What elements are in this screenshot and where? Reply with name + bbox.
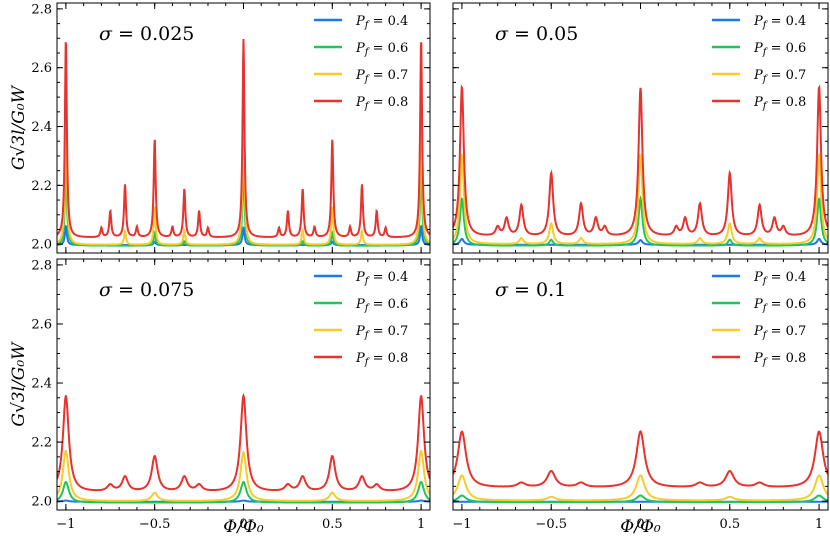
- x-tick-label: 0: [636, 517, 644, 532]
- y-tick-label: 2.8: [31, 2, 52, 17]
- series-line-08: [57, 392, 430, 492]
- legend-label: Pf = 0.6: [355, 297, 408, 314]
- panel-top-left: 2.0 2.2 2.4 2.6 2.8 σ = 0.025 Pf = 0.4 Pf = 0.6…: [9, 2, 431, 254]
- legend-label: Pf = 0.4: [355, 270, 408, 287]
- x-tick-label: −1: [56, 517, 75, 532]
- plot-area: [453, 430, 828, 503]
- y-tick-label: 2.8: [31, 258, 52, 273]
- series-line-07: [57, 449, 430, 502]
- y-tick-label: 2.2: [31, 179, 52, 194]
- series-line-07: [453, 474, 828, 502]
- panel-bottom-left: −1 −0.5 0 0.5 1 2.0 2.2 2.4 2.6 2.8 σ = 0.075 Pf = …: [9, 258, 431, 537]
- x-tick-label: 0.5: [322, 517, 343, 532]
- sigma-annotation: σ = 0.1: [495, 279, 566, 301]
- legend-label: Pf = 0.8: [355, 351, 408, 368]
- x-tick-label: 0: [239, 517, 247, 532]
- legend-label: Pf = 0.8: [355, 95, 408, 112]
- legend-label: Pf = 0.6: [753, 41, 806, 58]
- legend: Pf = 0.4 Pf = 0.6 Pf = 0.7 Pf = 0.8: [712, 14, 806, 112]
- legend-label: Pf = 0.7: [753, 68, 806, 85]
- legend-label: Pf = 0.8: [753, 351, 806, 368]
- x-tick-label: 1: [815, 517, 823, 532]
- y-tick-label: 2.4: [31, 377, 52, 392]
- x-tick-label: −1: [452, 517, 471, 532]
- legend-label: Pf = 0.7: [753, 324, 806, 341]
- y-tick-label: 2.6: [31, 61, 52, 76]
- legend-label: Pf = 0.8: [753, 95, 806, 112]
- panel-top-right: σ = 0.05 Pf = 0.4 Pf = 0.6 Pf = 0.7 Pf = 0.8: [452, 2, 829, 254]
- series-line-08: [453, 84, 828, 236]
- plot-area: [453, 84, 828, 247]
- x-tick-label: 0.5: [719, 517, 740, 532]
- legend: Pf = 0.4 Pf = 0.6 Pf = 0.7 Pf = 0.8: [314, 270, 408, 368]
- y-tick-label: 2.2: [31, 436, 52, 451]
- legend-label: Pf = 0.6: [355, 41, 408, 58]
- series-line-06: [453, 194, 828, 247]
- y-tick-label: 2.4: [31, 120, 52, 135]
- legend-label: Pf = 0.7: [355, 324, 408, 341]
- y-tick-label: 2.0: [31, 495, 52, 510]
- series-line-08: [57, 38, 430, 238]
- plot-area: [57, 392, 430, 504]
- y-tick-label: 2.0: [31, 238, 52, 253]
- x-tick-label: 1: [417, 517, 425, 532]
- legend: Pf = 0.4 Pf = 0.6 Pf = 0.7 Pf = 0.8: [712, 270, 806, 368]
- legend-label: Pf = 0.6: [753, 297, 806, 314]
- panel-bottom-right: −1 −0.5 0 0.5 1σ = 0.1Pf = 0.4Pf = 0.6Pf = 0…: [452, 258, 829, 537]
- sigma-annotation: σ = 0.05: [495, 23, 578, 45]
- plot-area: [57, 38, 430, 247]
- series-line-07: [453, 152, 828, 245]
- legend-label: Pf = 0.4: [355, 14, 408, 31]
- sigma-annotation: σ = 0.075: [99, 279, 194, 301]
- legend-label: Pf = 0.4: [753, 14, 806, 31]
- x-axis-label: Φ/Φ₀: [620, 517, 661, 537]
- y-tick-label: 2.6: [31, 317, 52, 332]
- legend-label: Pf = 0.4: [753, 270, 806, 287]
- series-line-06: [453, 494, 828, 503]
- x-tick-label: −0.5: [139, 517, 171, 532]
- x-axis-label: Φ/Φ₀: [223, 517, 264, 537]
- y-axis-label: G√3l/G₀W: [9, 341, 29, 427]
- series-line-06: [57, 480, 430, 504]
- legend-label: Pf = 0.7: [355, 68, 408, 85]
- x-tick-label: −0.5: [535, 517, 567, 532]
- y-axis-label: G√3l/G₀W: [9, 84, 29, 170]
- legend: Pf = 0.4 Pf = 0.6 Pf = 0.7 Pf = 0.8: [314, 14, 408, 112]
- series-line-08: [453, 430, 828, 488]
- sigma-annotation: σ = 0.025: [99, 23, 194, 45]
